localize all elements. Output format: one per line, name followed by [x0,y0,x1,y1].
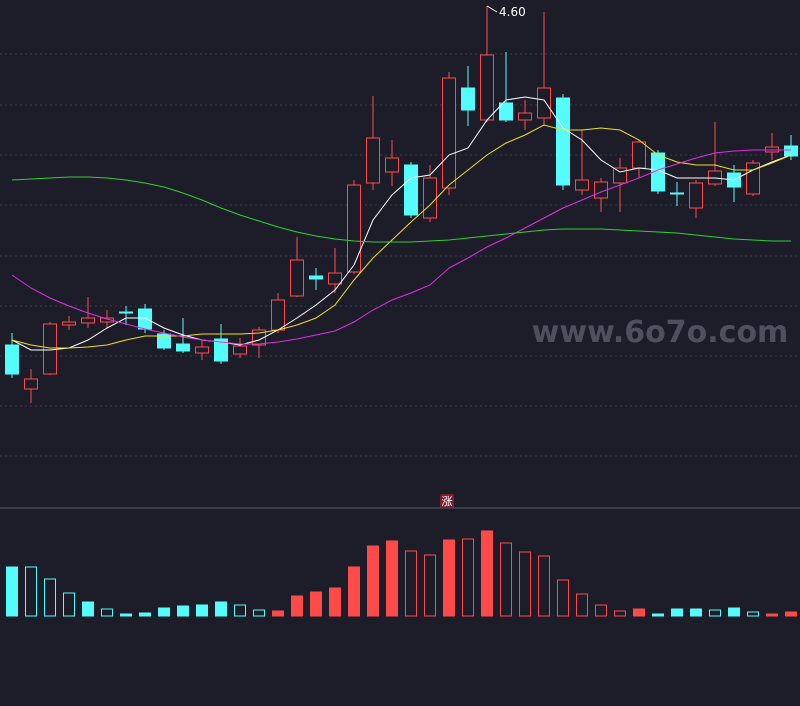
volume-bar [576,593,588,617]
candle-body [442,77,456,189]
candle-body [43,323,57,375]
volume-bar [82,601,94,617]
volume-bar [253,609,265,617]
candle-body [233,345,247,355]
volume-bar [44,578,56,617]
volume-bar [557,579,569,617]
volume-bar [310,591,322,617]
volume-bar [481,530,493,617]
volume-bar [158,607,170,617]
volume-bar [139,612,151,617]
candle-body [651,152,665,192]
volume-bar [348,566,360,617]
candle-body [5,344,19,375]
candle-body [100,317,114,323]
candle-body [271,299,285,331]
candle-body [613,167,627,184]
moving-average [11,124,792,349]
candle-body [81,317,95,324]
volume-bar [443,539,455,617]
candle-body [138,308,152,330]
candle-body [537,87,551,119]
candle-body [746,162,760,195]
moving-average [11,96,792,351]
volume-bar [633,608,645,617]
volume-bar [177,605,189,617]
volume-bar [709,609,721,617]
candle-body [556,97,570,186]
volume-bar [120,613,132,617]
candle-body [689,182,703,209]
candle-body [632,141,646,169]
volume-bar [652,613,664,617]
volume-bar [614,610,626,617]
candle-body [328,272,342,285]
candle-body [385,157,399,173]
plot [5,6,798,617]
volume-bar [766,613,778,617]
volume-bar [747,611,759,617]
volume-bar [329,587,341,617]
volume-bar [690,608,702,617]
volume-bar [462,538,474,617]
candle-body [347,184,361,273]
volume-bar [671,608,683,617]
volume-bar [272,610,284,617]
volume-bar [6,566,18,617]
candle-body [157,333,171,349]
candle-body [62,321,76,326]
volume-bar [101,608,113,617]
volume-bar [500,542,512,617]
volume-bar [367,545,379,617]
candle-body [518,112,532,121]
volume-bar [196,604,208,617]
candle-body [214,338,228,362]
volume-bar [215,601,227,617]
candle-body [575,179,589,191]
volume-bar [386,540,398,617]
volume-bar [291,595,303,617]
volume-bar [424,554,436,617]
volume-bar [595,604,607,617]
volume-bar [538,555,550,617]
moving-average [11,176,791,243]
candle-body [290,259,304,297]
badge-box [440,494,454,508]
candle-body [309,275,323,280]
volume-bar [785,611,797,617]
candle-body [366,137,380,184]
candle-body [423,177,437,219]
volume-bar [63,592,75,617]
candle-body [119,311,133,314]
candle-body [195,346,209,354]
annotation-leader [486,5,498,13]
volume-bar [728,607,740,617]
candle-body [461,87,475,111]
candle-body [24,378,38,390]
high-annotation: 4.60 [499,5,526,19]
moving-average [11,149,791,345]
volume-bar [234,604,246,617]
candle-body [404,164,418,216]
volume-bar [519,551,531,617]
candle-body [480,54,494,121]
candle-body [499,102,513,121]
volume-bar [405,550,417,617]
volume-bar [25,566,37,617]
candle-body [670,192,684,195]
candle-body [784,145,798,157]
grid [0,53,800,509]
watermark: www.6o7o.com [532,315,789,350]
badge: 涨 [442,495,453,508]
candle-body [176,343,190,352]
